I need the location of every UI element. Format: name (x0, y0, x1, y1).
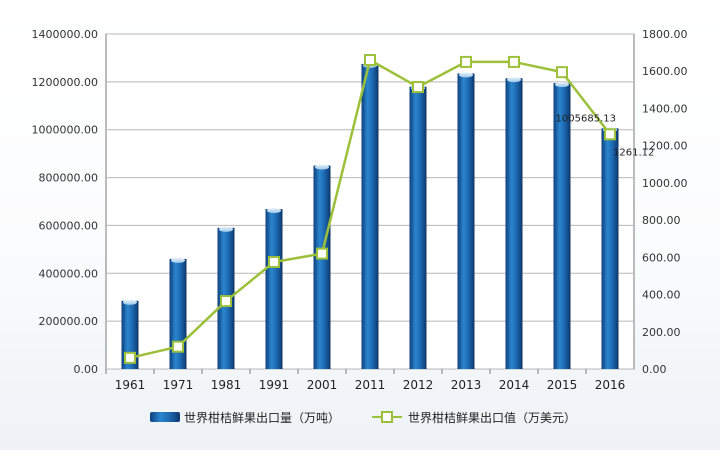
bar-cap (315, 164, 329, 170)
x-tick-label: 2016 (595, 378, 626, 392)
legend-line-marker (381, 411, 393, 423)
y-right-tick-label: 400.00 (642, 289, 681, 302)
bar-data-label: 1005685.13 (556, 113, 616, 124)
y-right-tick-label: 1200.00 (642, 140, 688, 153)
y-axis-left: 0.00 200000.00 400000.00 600000.00 800000.00… (32, 28, 98, 376)
bar-cap (267, 208, 281, 214)
bar-cap (123, 299, 137, 305)
y-right-tick-label: 200.00 (642, 326, 681, 339)
x-tick-label: 1991 (259, 378, 290, 392)
y-left-tick-label: 0.00 (74, 363, 99, 376)
y-right-tick-label: 600.00 (642, 251, 681, 264)
bar (601, 128, 619, 369)
x-tick-label: 2014 (499, 378, 530, 392)
x-tick-label: 2013 (451, 378, 482, 392)
y-axis-right: 0.00 200.00 400.00 600.00 800.00 1000.00 1200.… (642, 28, 688, 376)
y-right-tick-label: 1000.00 (642, 177, 688, 190)
line-point (268, 255, 280, 268)
x-axis: 1961 1971 1981 1991 2001 2011 2012 2013 2014 2015… (105, 369, 626, 392)
line-point (556, 66, 568, 79)
line-point (508, 55, 520, 68)
y-left-tick-label: 800000.00 (39, 172, 99, 185)
line-point (364, 54, 376, 67)
y-right-tick-label: 1800.00 (642, 28, 688, 41)
bar-cap (555, 82, 569, 88)
x-tick-label: 2012 (403, 378, 434, 392)
y-left-tick-label: 1400000.00 (32, 28, 98, 41)
bar-cap (459, 72, 473, 78)
legend-bar-swatch (150, 412, 180, 422)
x-tick-label: 1971 (163, 378, 194, 392)
legend-item-line: 世界柑桔鲜果出口值（万美元） (372, 410, 576, 425)
x-tick-label: 1981 (211, 378, 242, 392)
y-left-tick-label: 400000.00 (39, 267, 99, 280)
line-series (124, 54, 616, 364)
bar (361, 63, 379, 370)
y-left-tick-label: 1200000.00 (32, 76, 98, 89)
x-tick-label: 2015 (547, 378, 578, 392)
y-right-tick-label: 800.00 (642, 214, 681, 227)
x-tick-label: 2001 (307, 378, 338, 392)
bar (313, 165, 331, 369)
x-tick-label: 2011 (355, 378, 386, 392)
bar (553, 83, 571, 369)
y-left-tick-label: 600000.00 (39, 219, 99, 232)
legend-bar-label: 世界柑桔鲜果出口量（万吨） (184, 410, 340, 425)
bar-cap (171, 257, 185, 263)
y-right-tick-label: 1600.00 (642, 65, 688, 78)
bar (457, 73, 475, 369)
line-point (460, 55, 472, 68)
bar-cap (507, 77, 521, 83)
line-point (220, 295, 232, 308)
legend-line-label: 世界柑桔鲜果出口值（万美元） (408, 410, 576, 425)
line-point (172, 340, 184, 353)
line-point (604, 128, 616, 141)
line-point (316, 247, 328, 260)
line-point (412, 81, 424, 94)
y-right-tick-label: 0.00 (642, 363, 667, 376)
bar (409, 86, 427, 370)
bar-cap (219, 226, 233, 232)
line-point (124, 351, 136, 364)
y-right-tick-label: 1400.00 (642, 102, 688, 115)
y-left-tick-label: 1000000.00 (32, 124, 98, 137)
bar (265, 209, 283, 369)
x-tick-label: 1961 (115, 378, 146, 392)
legend: 世界柑桔鲜果出口量（万吨） 世界柑桔鲜果出口值（万美元） (150, 410, 576, 425)
legend-item-bar: 世界柑桔鲜果出口量（万吨） (150, 410, 340, 425)
y-left-tick-label: 200000.00 (39, 315, 99, 328)
bar (505, 78, 523, 370)
data-labels: 1005685.13 1261.12 (556, 113, 655, 158)
line-data-label: 1261.12 (613, 147, 654, 158)
